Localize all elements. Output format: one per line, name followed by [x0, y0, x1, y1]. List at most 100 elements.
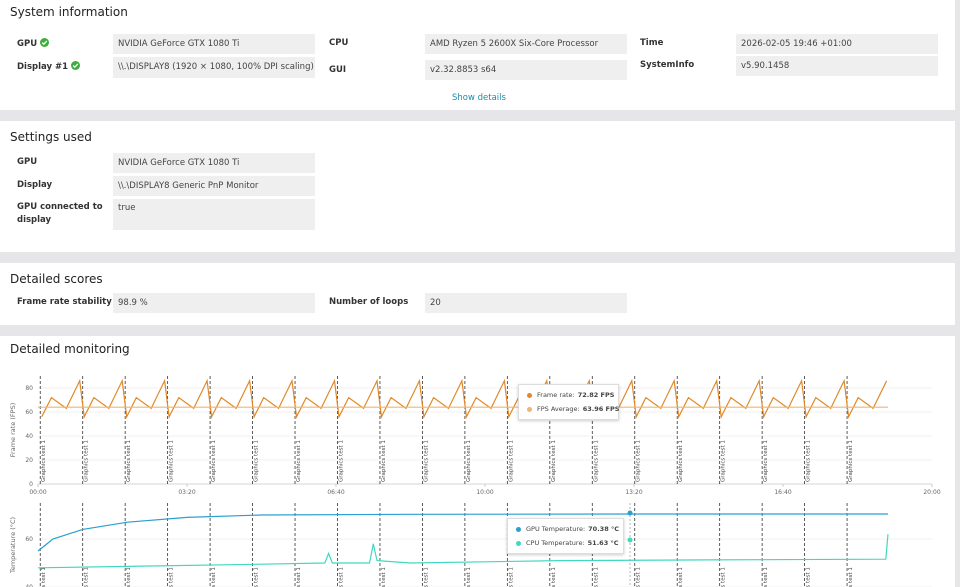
x-tick-label: 10:00 — [476, 489, 493, 496]
field-value: true — [113, 199, 315, 230]
show-details-link[interactable]: Show details — [452, 93, 506, 103]
label-text: Display #1 — [17, 62, 69, 72]
legend-name: CPU Temperature: — [526, 539, 585, 547]
tooltip-row: Frame rate: 72.82 FPS — [527, 391, 614, 399]
tooltip-value: 70.38 °C — [588, 525, 619, 533]
test-marker-label: Graphics test 1 — [721, 567, 727, 587]
y-tick-label: 0 — [29, 481, 33, 488]
field-value: 98.9 % — [113, 293, 315, 313]
field-label: GPU — [17, 157, 38, 167]
tooltip-row: FPS Average: 63.96 FPS — [527, 405, 619, 413]
legend-name: Frame rate: — [537, 391, 575, 399]
test-marker-label: Graphics test 1 — [211, 440, 217, 482]
field-value: v5.90.1458 — [736, 56, 938, 76]
y-tick-label: 40 — [25, 433, 33, 440]
x-tick-label: 06:40 — [327, 489, 344, 496]
field-label: SystemInfo — [640, 60, 695, 70]
y-axis-label: Frame rate (FPS) — [9, 403, 17, 457]
tooltip-value: 63.96 FPS — [582, 405, 620, 413]
test-marker-label: Graphics test 1 — [508, 567, 514, 587]
y-axis-label: Temperature (°C) — [9, 517, 17, 574]
test-marker-label: Graphics test 1 — [806, 567, 812, 587]
test-marker-label: Graphics test 1 — [381, 567, 387, 587]
field-label: CPU — [329, 38, 349, 48]
y-tick-label: 80 — [25, 385, 33, 392]
test-marker-label: Graphics test 1 — [169, 567, 175, 587]
test-marker-label: Graphics test 1 — [806, 440, 812, 482]
hover-dot — [627, 537, 633, 543]
system-information-card: System information — [0, 0, 955, 110]
test-marker-label: Graphics test 1 — [551, 440, 557, 482]
series-line — [37, 534, 889, 569]
section-title: Detailed monitoring — [10, 342, 130, 356]
test-marker-label: Graphics test 1 — [678, 567, 684, 587]
series-line — [41, 378, 888, 419]
section-title: Detailed scores — [10, 272, 103, 286]
legend-name: GPU Temperature: — [526, 525, 586, 533]
tooltip: Frame rate: 72.82 FPS FPS Average: 63.96 FP… — [518, 384, 619, 420]
test-marker-label: Graphics test 1 — [211, 567, 217, 587]
series-line — [37, 513, 888, 552]
tooltip-row: GPU Temperature: 70.38 °C — [516, 525, 619, 533]
field-label: GUI — [329, 65, 347, 75]
test-marker-label: Graphics test 1 — [423, 567, 429, 587]
x-tick-label: 20:00 — [923, 489, 940, 496]
field-value: 2026-02-05 19:46 +01:00 — [736, 34, 938, 54]
section-title: Settings used — [10, 130, 92, 144]
field-value: \\.\DISPLAY8 Generic PnP Monitor — [113, 176, 315, 196]
y-tick-label: 40 — [25, 584, 33, 587]
field-value: v2.32.8853 s64 — [425, 60, 627, 80]
test-marker-label: Graphics test 1 — [636, 567, 642, 587]
test-marker-label: Graphics test 1 — [169, 440, 175, 482]
test-marker-label: Graphics test 1 — [41, 440, 47, 482]
y-tick-label: 60 — [25, 536, 33, 543]
legend-dot — [527, 406, 532, 412]
field-label: GPU connected to display — [17, 202, 103, 225]
hover-dot — [627, 510, 633, 516]
tooltip-row: CPU Temperature: 51.63 °C — [516, 539, 619, 547]
check-icon — [71, 61, 81, 70]
y-tick-label: 60 — [25, 409, 33, 416]
test-marker-label: Graphics test 1 — [848, 440, 854, 482]
test-marker-label: Graphics test 1 — [593, 440, 599, 482]
test-marker-label: Graphics test 1 — [296, 440, 302, 482]
field-value: NVIDIA GeForce GTX 1080 Ti — [113, 34, 315, 54]
y-tick-label: 20 — [25, 457, 33, 464]
tooltip: GPU Temperature: 70.38 °C CPU Temperature:… — [507, 518, 624, 554]
test-marker-label: Graphics test 1 — [338, 440, 344, 482]
tooltip-value: 72.82 FPS — [577, 391, 615, 399]
monitoring-card: Detailed monitoring — [0, 336, 955, 587]
test-marker-label: Graphics test 1 — [41, 567, 47, 587]
legend-dot — [516, 540, 521, 546]
test-marker-label: Graphics test 1 — [763, 440, 769, 482]
field-label: Display #1 — [17, 61, 81, 74]
test-marker-label: Graphics test 1 — [84, 567, 90, 587]
test-marker-label: Graphics test 1 — [126, 567, 132, 587]
field-label: GPU — [17, 38, 50, 51]
test-marker-label: Graphics test 1 — [636, 440, 642, 482]
test-marker-label: Graphics test 1 — [466, 440, 472, 482]
x-tick-label: 00:00 — [29, 489, 46, 496]
check-icon — [40, 38, 50, 47]
field-label: Time — [640, 38, 664, 48]
test-marker-label: Graphics test 1 — [508, 440, 514, 482]
legend-dot — [527, 392, 532, 398]
test-marker-label: Graphics test 1 — [848, 567, 854, 587]
test-marker-label: Graphics test 1 — [763, 567, 769, 587]
field-value: \\.\DISPLAY8 (1920 × 1080, 100% DPI scal… — [113, 57, 315, 78]
section-title: System information — [10, 5, 128, 19]
test-marker-label: Graphics test 1 — [254, 440, 260, 482]
field-label: Number of loops — [329, 297, 409, 307]
label-text: GPU — [17, 39, 38, 49]
test-marker-label: Graphics test 1 — [466, 567, 472, 587]
test-marker-label: Graphics test 1 — [126, 440, 132, 482]
test-marker-label: Graphics test 1 — [381, 440, 387, 482]
x-tick-label: 13:20 — [625, 489, 642, 496]
field-value: 20 — [425, 293, 627, 313]
test-marker-label: Graphics test 1 — [551, 567, 557, 587]
field-label: Frame rate stability — [17, 297, 112, 307]
x-tick-label: 16:40 — [774, 489, 791, 496]
test-marker-label: Graphics test 1 — [254, 567, 260, 587]
